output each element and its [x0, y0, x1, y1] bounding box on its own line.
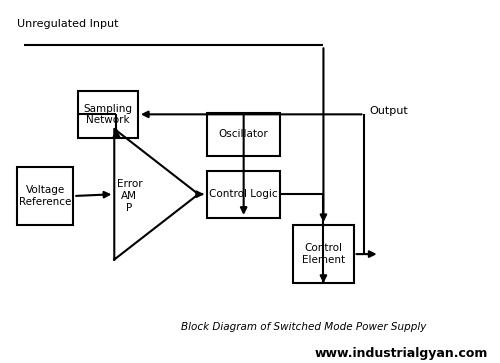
Bar	[207, 113, 281, 156]
Bar	[17, 167, 74, 225]
Bar	[293, 225, 354, 283]
Text: Unregulated Input: Unregulated Input	[17, 19, 119, 29]
Text: Oscillator: Oscillator	[219, 129, 268, 139]
Bar	[207, 171, 281, 218]
Bar	[78, 91, 138, 138]
Text: Output: Output	[369, 106, 408, 116]
Text: www.industrialgyan.com: www.industrialgyan.com	[315, 347, 488, 360]
Text: Sampling
Network: Sampling Network	[84, 103, 132, 125]
Text: Voltage
Reference: Voltage Reference	[19, 185, 72, 207]
Text: Control Logic: Control Logic	[210, 189, 278, 199]
Text: Error
AM
P: Error AM P	[116, 179, 142, 213]
Text: Control
Element: Control Element	[302, 243, 345, 265]
Text: Block Diagram of Switched Mode Power Supply: Block Diagram of Switched Mode Power Sup…	[181, 322, 426, 332]
